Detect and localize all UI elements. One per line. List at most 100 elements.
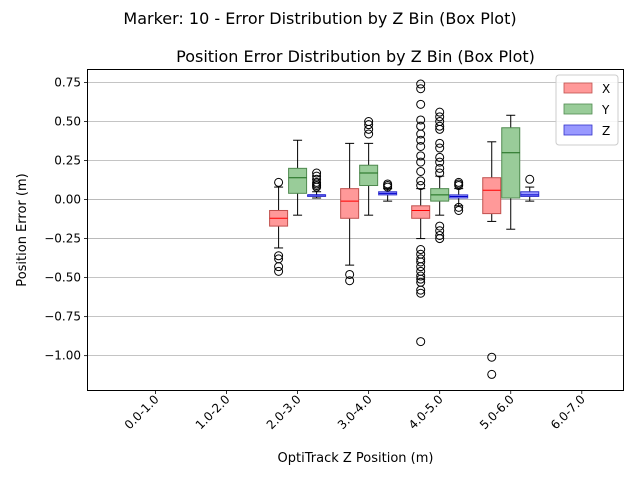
box-x-5: [482, 141, 502, 379]
outlier-point: [416, 99, 426, 109]
y-tick-label: 0.75: [54, 75, 81, 89]
legend-label-z: Z: [602, 124, 610, 138]
box-z-3: [378, 179, 398, 202]
outlier-point: [416, 79, 426, 89]
box-iqr: [501, 127, 521, 199]
outlier-point: [435, 157, 445, 167]
outlier-point: [416, 262, 426, 272]
outlier-point: [274, 251, 284, 261]
y-tick-label: −1.00: [44, 349, 81, 363]
outlier-point: [416, 288, 426, 298]
box-iqr: [288, 167, 308, 194]
y-tick-label: −0.25: [44, 232, 81, 246]
box-z-4: [449, 177, 469, 215]
outlier-point: [487, 369, 497, 379]
outlier-point: [416, 271, 426, 281]
outlier-point: [416, 249, 426, 259]
outlier-point: [416, 285, 426, 295]
outlier-point: [416, 257, 426, 267]
x-tick-label: 3.0-4.0: [335, 392, 375, 432]
outlier-point: [454, 202, 464, 212]
box-x-3: [340, 142, 360, 286]
x-tick-label: 5.0-6.0: [477, 392, 517, 432]
x-tick-label: 6.0-7.0: [548, 392, 588, 432]
box-iqr: [482, 177, 502, 215]
outlier-point: [435, 152, 445, 162]
outlier-point: [345, 276, 355, 286]
outlier-point: [364, 124, 374, 134]
outlier-point: [312, 168, 322, 178]
outlier-point: [435, 121, 445, 131]
outlier-point: [364, 129, 374, 139]
outlier-point: [435, 107, 445, 117]
chart-title: Position Error Distribution by Z Bin (Bo…: [176, 47, 535, 66]
outlier-point: [416, 151, 426, 161]
plot-area: [269, 79, 540, 379]
x-tick-label: 2.0-3.0: [264, 392, 304, 432]
outlier-point: [312, 182, 322, 192]
outlier-point: [345, 269, 355, 279]
x-tick-label: 4.0-5.0: [406, 392, 446, 432]
box-y-5: [501, 114, 521, 230]
outlier-point: [435, 230, 445, 240]
box-iqr: [340, 188, 360, 219]
outlier-point: [435, 112, 445, 122]
grid-lines: [88, 82, 623, 357]
legend-swatch-x: [563, 82, 593, 94]
x-axis: 0.0-1.0 1.0-2.0 2.0-3.0 3.0-4.0 4.0-5.0 5.0-6…: [122, 390, 588, 432]
outlier-point: [416, 266, 426, 276]
box-z-2: [307, 168, 327, 199]
outlier-point: [435, 138, 445, 148]
box-x-2: [269, 177, 289, 276]
box-y-4: [430, 107, 450, 244]
legend-swatch-z: [563, 124, 593, 136]
legend-swatch-y: [563, 103, 593, 115]
outlier-point: [454, 181, 464, 191]
outlier-point: [416, 245, 426, 255]
outlier-point: [416, 115, 426, 125]
outlier-point: [416, 84, 426, 94]
box-y-2: [288, 139, 308, 216]
outlier-point: [525, 174, 535, 184]
x-tick-label: 1.0-2.0: [193, 392, 233, 432]
legend: XYZ: [555, 74, 619, 146]
outlier-point: [416, 129, 426, 139]
outlier-point: [416, 121, 426, 131]
y-tick-label: −0.75: [44, 310, 81, 324]
x-axis-label: OptiTrack Z Position (m): [278, 451, 434, 466]
box-y-3: [359, 117, 379, 216]
outlier-point: [416, 337, 426, 347]
outlier-point: [364, 117, 374, 127]
box-x-4: [411, 79, 431, 347]
box-iqr: [520, 191, 540, 197]
box-z-5: [520, 174, 540, 202]
x-tick-label: 0.0-1.0: [122, 392, 162, 432]
outlier-point: [435, 124, 445, 134]
y-axis: −1.00 −0.75 −0.50 −0.25 0.00 0.25 0.50 0.75: [44, 75, 88, 363]
y-tick-label: 0.00: [54, 193, 81, 207]
outlier-point: [274, 177, 284, 187]
legend-label-y: Y: [601, 103, 610, 117]
outlier-point: [435, 143, 445, 153]
outlier-point: [383, 182, 393, 192]
legend-label-x: X: [602, 82, 610, 96]
y-tick-label: 0.25: [54, 154, 81, 168]
outlier-point: [416, 166, 426, 176]
box-iqr: [411, 205, 431, 219]
y-axis-label: Position Error (m): [15, 173, 30, 286]
outlier-point: [487, 352, 497, 362]
outlier-point: [416, 181, 426, 191]
outlier-point: [416, 176, 426, 186]
y-tick-label: 0.50: [54, 115, 81, 129]
outlier-point: [416, 141, 426, 151]
y-tick-label: −0.50: [44, 271, 81, 285]
chart-suptitle: Marker: 10 - Error Distribution by Z Bin…: [123, 9, 516, 28]
outlier-point: [274, 266, 284, 276]
outlier-point: [364, 120, 374, 130]
outlier-point: [416, 274, 426, 284]
outlier-point: [416, 157, 426, 167]
outlier-point: [435, 163, 445, 173]
outlier-point: [454, 205, 464, 215]
